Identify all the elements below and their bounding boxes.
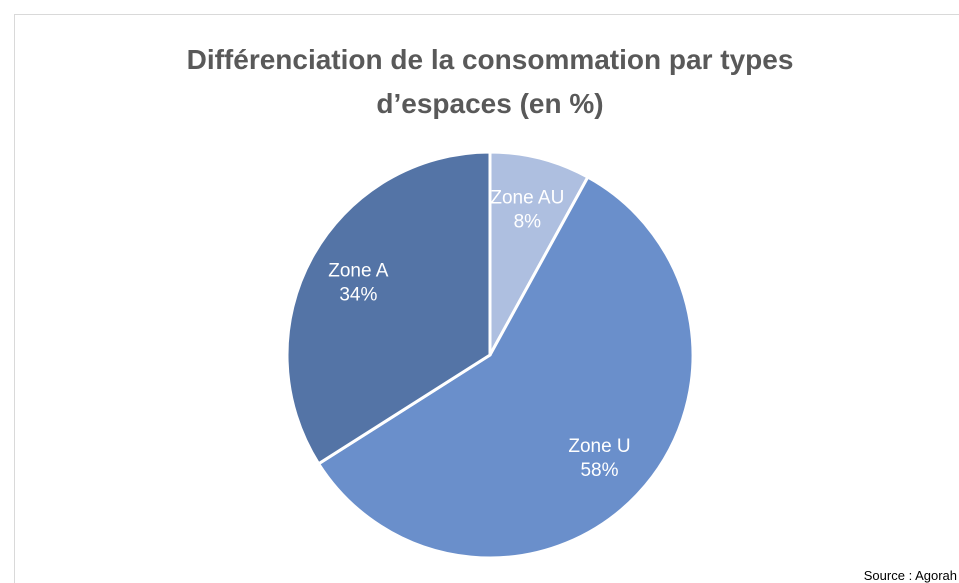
pie-slice bbox=[285, 150, 492, 466]
chart-title: Différenciation de la consommation par t… bbox=[186, 44, 794, 119]
slice-value-label: 8% bbox=[514, 212, 542, 233]
source: Source : Agorah bbox=[863, 568, 957, 583]
slice-label: Zone AU bbox=[490, 188, 564, 209]
pie-slice bbox=[316, 175, 695, 560]
slice-value-label: 34% bbox=[339, 285, 377, 306]
slice-value-label: 58% bbox=[580, 460, 618, 481]
slice-label: Zone A bbox=[328, 261, 389, 282]
chart-border bbox=[14, 14, 959, 583]
slice-label: Zone U bbox=[568, 436, 630, 457]
pie-slice bbox=[488, 150, 590, 356]
